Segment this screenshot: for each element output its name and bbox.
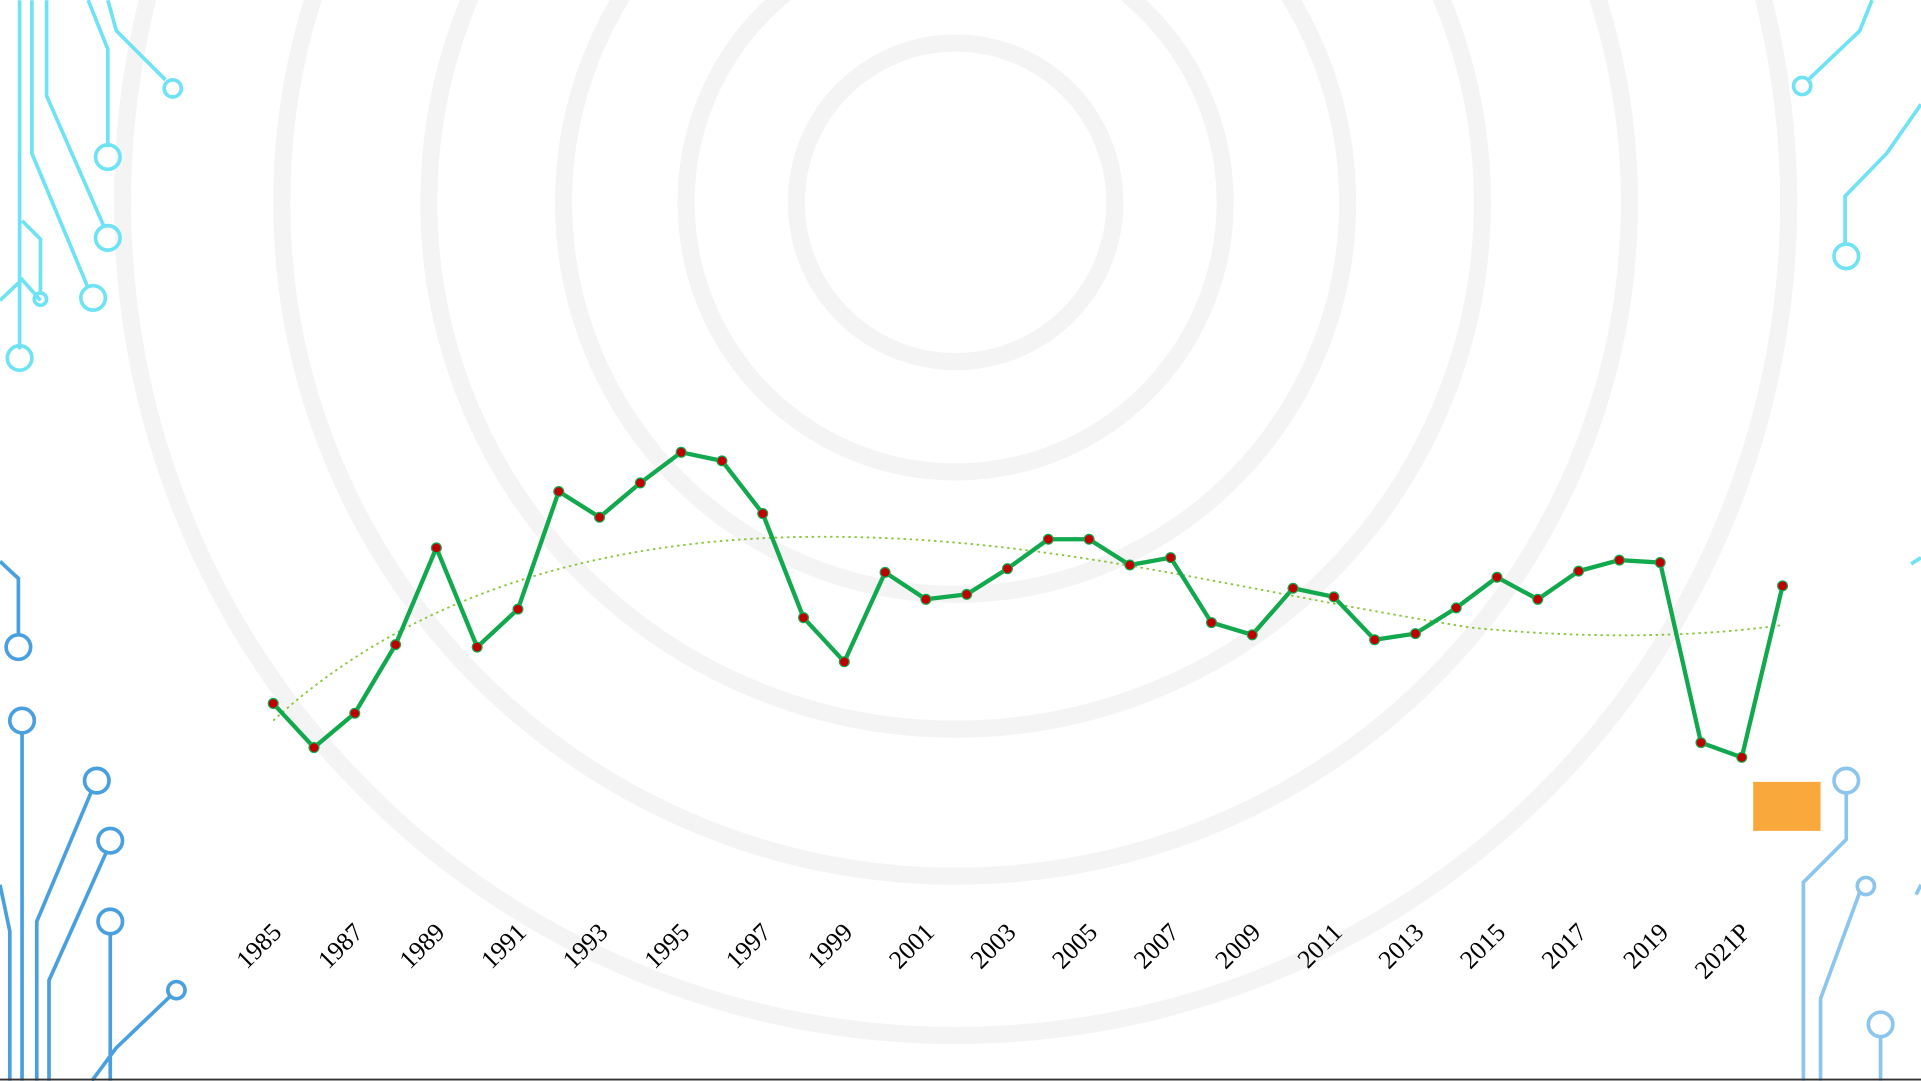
x-tick-label: 2017 (1536, 917, 1593, 974)
data-point (349, 707, 361, 719)
data-point (1491, 571, 1503, 583)
data-point (1124, 559, 1136, 571)
data-point (430, 542, 442, 554)
data-point (1246, 629, 1258, 641)
data-line (271, 450, 1785, 760)
data-point (1328, 591, 1340, 603)
data-point (1777, 580, 1789, 592)
x-tick-label: 1989 (394, 918, 451, 975)
data-point (1532, 593, 1544, 605)
data-point (1613, 554, 1625, 566)
data-point (1205, 617, 1217, 629)
data-point (1083, 533, 1095, 545)
data-point (1042, 533, 1054, 545)
data-point (920, 593, 932, 605)
x-tick-label: 2015 (1454, 918, 1511, 975)
data-point (553, 485, 565, 498)
background-rings (114, 0, 1798, 1044)
data-point (390, 639, 402, 651)
data-point (675, 446, 687, 458)
x-tick-label: 2021P (1689, 918, 1756, 985)
data-point (961, 588, 973, 600)
x-tick-label: 2001 (883, 918, 940, 975)
data-point (1573, 565, 1585, 577)
data-point (1736, 751, 1748, 763)
data-point (1695, 737, 1707, 749)
data-point (716, 455, 728, 467)
data-point (879, 566, 891, 578)
data-point (1450, 602, 1462, 614)
x-tick-label: 2019 (1617, 918, 1674, 975)
x-tick-label: 2003 (965, 918, 1022, 975)
data-point (1001, 563, 1013, 575)
x-tick-label: 1995 (638, 918, 695, 975)
data-point (634, 477, 646, 489)
data-point (308, 742, 320, 754)
data-point (512, 603, 524, 615)
x-tick-label: 2009 (1209, 918, 1266, 975)
data-point (757, 508, 769, 520)
x-tick-label: 1991 (475, 918, 532, 975)
data-point (1165, 552, 1177, 564)
data-point (1287, 582, 1299, 594)
legend-swatch (1753, 781, 1821, 831)
data-point (267, 697, 279, 709)
x-tick-label: 2005 (1046, 918, 1103, 975)
x-tick-label: 1987 (312, 917, 369, 974)
x-tick-label: 1999 (801, 918, 858, 975)
data-point (1654, 557, 1666, 569)
data-point (594, 511, 606, 523)
data-point (838, 656, 850, 668)
data-point (1409, 628, 1421, 640)
x-tick-label: 1997 (720, 917, 777, 974)
x-tick-label: 1985 (230, 918, 287, 975)
data-point (798, 612, 810, 624)
x-tick-label: 2007 (1128, 917, 1185, 974)
data-point (471, 641, 483, 653)
data-point (1369, 634, 1381, 646)
